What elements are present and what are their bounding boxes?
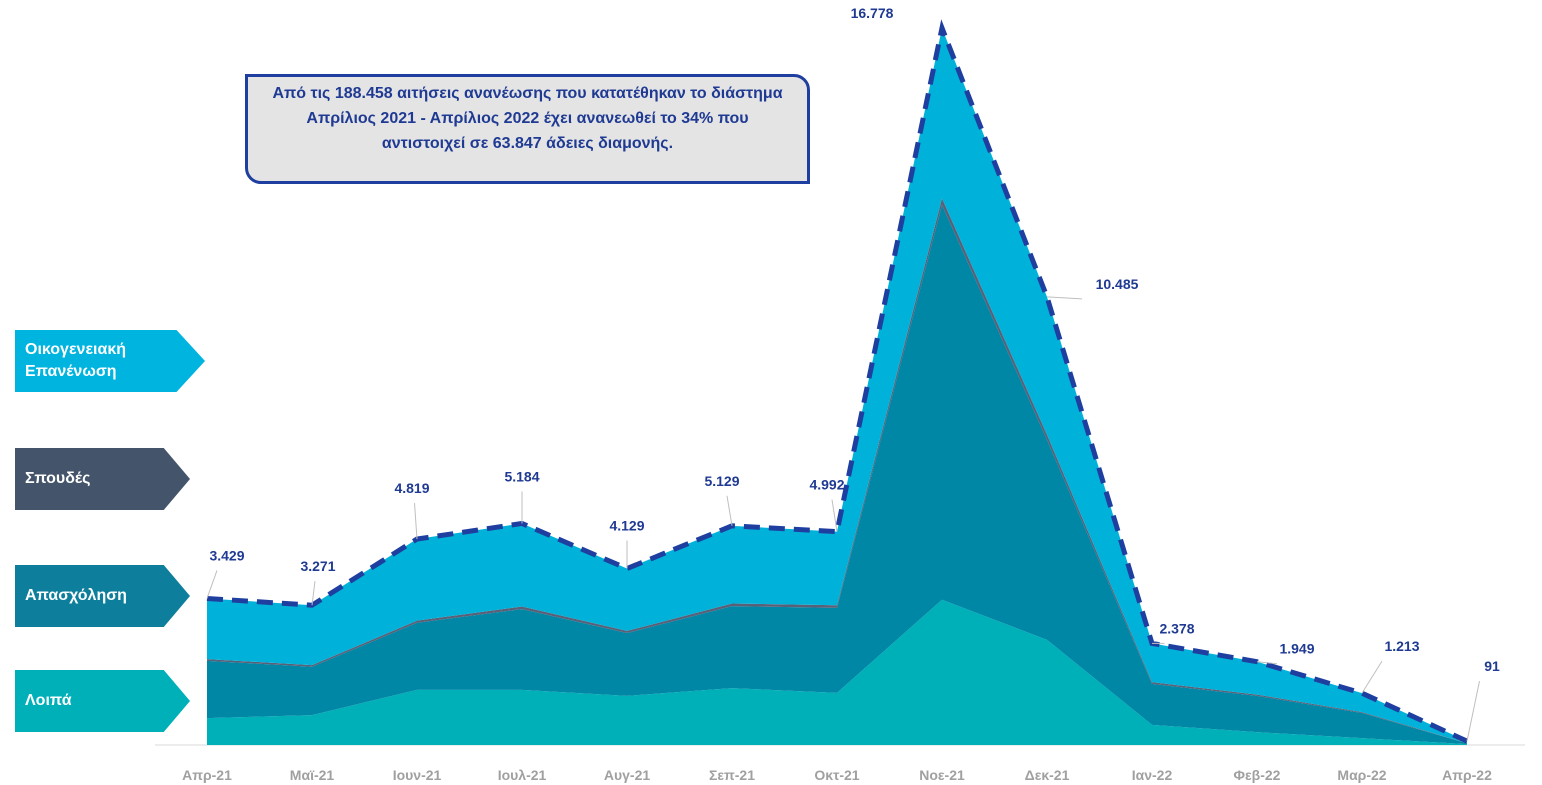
x-tick-label: Ιουν-21 [393, 767, 442, 783]
data-label: 5.184 [504, 468, 539, 484]
data-label: 10.485 [1096, 276, 1139, 292]
data-label: 3.271 [300, 558, 335, 574]
leader [1466, 681, 1480, 742]
legend-entry: Σπουδές [15, 448, 190, 510]
leader [1361, 660, 1383, 694]
leader [311, 581, 316, 606]
leader [414, 503, 418, 540]
leader [1046, 296, 1083, 300]
leader [206, 570, 218, 599]
leader [726, 495, 733, 526]
x-tick-label: Απρ-21 [182, 767, 232, 783]
x-tick-label: Ιουλ-21 [498, 767, 547, 783]
leader [831, 499, 838, 532]
x-tick-label: Ιαν-22 [1132, 767, 1173, 783]
legend-entry: Οικογενειακή Επανένωση [15, 330, 205, 392]
data-label: 2.378 [1159, 620, 1194, 636]
area [207, 198, 1467, 744]
legend-entry: Απασχόληση [15, 565, 190, 627]
data-label: 4.129 [609, 518, 644, 534]
data-label: 4.992 [809, 477, 844, 493]
leader [1256, 661, 1278, 665]
area [207, 204, 1467, 745]
data-label: 91 [1484, 658, 1500, 674]
data-label: 1.213 [1384, 638, 1419, 654]
x-tick-label: Δεκ-21 [1025, 767, 1070, 783]
data-label: 4.819 [394, 480, 429, 496]
data-label: 5.129 [704, 473, 739, 489]
x-tick-label: Μαϊ-21 [290, 767, 335, 783]
data-label: 3.429 [209, 547, 244, 563]
x-tick-label: Μαρ-22 [1337, 767, 1386, 783]
x-tick-label: Νοε-21 [919, 767, 965, 783]
annotation: Από τις 188.458 αιτήσεις ανανέωσης που κ… [245, 74, 810, 184]
x-tick-label: Σεπ-21 [709, 767, 755, 783]
data-label: 1.949 [1279, 641, 1314, 657]
x-tick-label: Αυγ-21 [604, 767, 650, 783]
x-tick-label: Απρ-22 [1442, 767, 1492, 783]
area [207, 599, 1467, 745]
area [207, 28, 1467, 744]
x-tick-label: Φεβ-22 [1234, 767, 1281, 783]
legend-entry: Λοιπά [15, 670, 190, 732]
data-label: 16.778 [851, 5, 894, 21]
x-tick-label: Οκτ-21 [814, 767, 859, 783]
